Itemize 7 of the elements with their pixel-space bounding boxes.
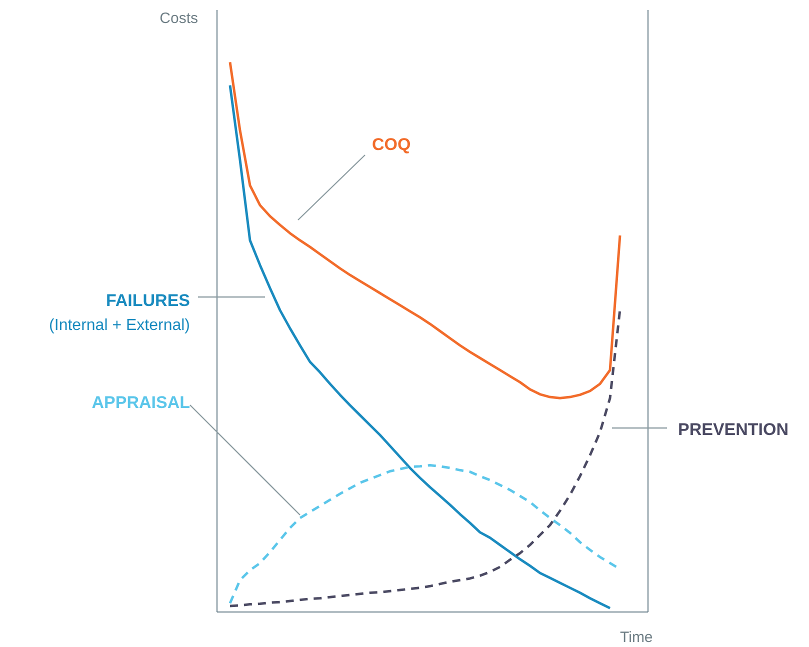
text: FAILURES — [106, 291, 190, 310]
text: (Internal + External) — [49, 317, 190, 334]
text: COQ — [372, 135, 411, 154]
text: PREVENTION — [678, 420, 789, 439]
y-axis-title: Costs — [160, 10, 198, 27]
text: APPRAISAL — [92, 393, 190, 412]
x-axis-title: Time — [620, 629, 653, 646]
